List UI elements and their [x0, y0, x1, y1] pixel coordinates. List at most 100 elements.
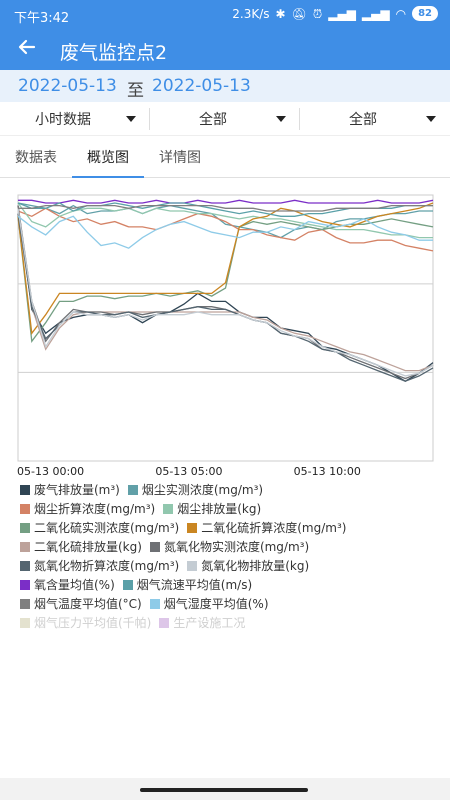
- legend-item[interactable]: 氧含量均值(%): [20, 576, 115, 593]
- series-line-2: [17, 207, 434, 252]
- legend-item[interactable]: 生产设施工况: [159, 614, 245, 631]
- series-line-12: [18, 204, 433, 212]
- legend-row: 二氧化硫排放量(kg) 氮氧化物实测浓度(mg/m³): [20, 537, 440, 556]
- chart-grid: [17, 194, 434, 462]
- tab-detail-chart[interactable]: 详情图: [159, 150, 201, 166]
- legend-item[interactable]: 二氧化硫排放量(kg): [20, 538, 142, 555]
- legend-label: 烟尘排放量(kg): [177, 502, 262, 516]
- legend-item[interactable]: 烟气湿度平均值(%): [149, 595, 269, 612]
- chart-frame: [17, 194, 434, 462]
- legend-item[interactable]: 烟气流速平均值(m/s): [122, 576, 253, 593]
- filter-data-type[interactable]: 小时数据: [0, 102, 150, 136]
- legend-label: 氮氧化物折算浓度(mg/m³): [34, 559, 180, 573]
- legend-item[interactable]: 烟气压力平均值(千帕): [20, 614, 151, 631]
- legend-swatch: [20, 541, 30, 552]
- legend-label: 烟尘折算浓度(mg/m³): [34, 502, 156, 516]
- legend-label: 烟尘实测浓度(mg/m³): [141, 483, 264, 497]
- legend-label: 烟气流速平均值(m/s): [136, 578, 253, 592]
- date-separator: 至: [127, 81, 144, 101]
- series-line-8: [17, 213, 434, 382]
- status-bar: 下午3:42 2.3K/s ✱ 🔕︎ ⏰︎ ▂▄▆ ▂▄▆ ◠ 82: [0, 0, 450, 30]
- legend-label: 二氧化硫排放量(kg): [34, 540, 142, 554]
- legend-swatch: [149, 598, 160, 609]
- legend-row: 废气排放量(m³) 烟尘实测浓度(mg/m³): [20, 480, 440, 499]
- line-chart[interactable]: 05-13 00:00 05-13 05:00 05-13 10:00: [0, 178, 450, 478]
- legend-label: 二氧化硫实测浓度(mg/m³): [34, 521, 180, 535]
- filter-divider: [149, 108, 150, 130]
- date-start[interactable]: 2022-05-13: [18, 76, 117, 96]
- app-bar: 废气监控点2: [0, 30, 450, 70]
- arrow-left-icon[interactable]: [16, 36, 44, 64]
- home-gesture-handle[interactable]: [140, 788, 308, 792]
- alarm-icon: ⏰︎: [312, 6, 323, 21]
- dropdown-caret-icon: [126, 116, 136, 122]
- battery-indicator: 82: [412, 6, 438, 21]
- filter-second[interactable]: 全部: [150, 102, 300, 136]
- series-line-9: [17, 208, 434, 377]
- legend-swatch: [20, 503, 30, 514]
- filter-data-type-label: 小时数据: [35, 112, 91, 128]
- series-line-5: [17, 202, 434, 335]
- wifi-icon: ◠: [395, 6, 407, 21]
- series-line-13: [17, 215, 433, 249]
- overview-chart[interactable]: 05-13 00:00 05-13 05:00 05-13 10:00: [0, 178, 450, 478]
- legend-swatch: [20, 484, 30, 495]
- status-time: 下午3:42: [14, 11, 70, 26]
- legend-label: 二氧化硫折算浓度(mg/m³): [201, 521, 347, 535]
- legend-item[interactable]: 废气排放量(m³): [20, 481, 120, 498]
- dropdown-caret-icon: [276, 116, 286, 122]
- legend-swatch: [187, 560, 198, 571]
- legend-label: 氮氧化物排放量(kg): [201, 559, 310, 573]
- tab-data-table[interactable]: 数据表: [15, 150, 57, 166]
- filter-bar: 小时数据 全部 全部: [0, 102, 450, 136]
- legend-item[interactable]: 氮氧化物排放量(kg): [187, 557, 309, 574]
- legend-swatch: [127, 484, 138, 495]
- back-arrow-svg: [18, 39, 36, 55]
- x-tick-label: 05-13 00:00: [17, 465, 84, 478]
- legend-swatch: [159, 617, 170, 628]
- legend-item[interactable]: 烟尘折算浓度(mg/m³): [20, 500, 155, 517]
- legend-item[interactable]: 烟气温度平均值(°C): [20, 595, 142, 612]
- filter-third[interactable]: 全部: [300, 102, 450, 136]
- legend-label: 氮氧化物实测浓度(mg/m³): [163, 540, 310, 554]
- legend-swatch: [20, 598, 30, 609]
- legend-swatch: [122, 579, 133, 590]
- legend-row: 烟气温度平均值(°C) 烟气湿度平均值(%): [20, 594, 440, 613]
- series-line-3: [17, 202, 433, 239]
- signal-icon-2: ▂▄▆: [361, 6, 390, 21]
- legend-row: 烟气压力平均值(千帕) 生产设施工况: [20, 613, 440, 632]
- legend-swatch: [20, 522, 30, 533]
- legend-row: 烟尘折算浓度(mg/m³) 烟尘排放量(kg): [20, 499, 440, 518]
- net-speed: 2.3K/s: [232, 6, 270, 21]
- status-icons: 2.3K/s ✱ 🔕︎ ⏰︎ ▂▄▆ ▂▄▆ ◠ 82: [232, 6, 438, 21]
- legend-item[interactable]: 烟尘排放量(kg): [163, 500, 261, 517]
- chart-legend: 废气排放量(m³) 烟尘实测浓度(mg/m³) 烟尘折算浓度(mg/m³) 烟尘排放量…: [20, 480, 440, 632]
- legend-label: 烟气压力平均值(千帕): [34, 616, 152, 630]
- chart-series: [17, 199, 434, 382]
- legend-row: 二氧化硫实测浓度(mg/m³) 二氧化硫折算浓度(mg/m³): [20, 518, 440, 537]
- legend-label: 废气排放量(m³): [34, 483, 120, 497]
- mute-icon: 🔕︎: [291, 6, 307, 21]
- filter-divider: [299, 108, 300, 130]
- legend-item[interactable]: 二氧化硫折算浓度(mg/m³): [187, 519, 346, 536]
- legend-swatch: [20, 617, 30, 628]
- legend-item[interactable]: 烟尘实测浓度(mg/m³): [127, 481, 264, 498]
- system-nav-bar: [0, 778, 450, 800]
- x-tick-label: 05-13 10:00: [294, 465, 361, 478]
- legend-item[interactable]: 氮氧化物折算浓度(mg/m³): [20, 557, 179, 574]
- page-title: 废气监控点2: [60, 42, 168, 64]
- date-range[interactable]: 2022-05-13 至 2022-05-13: [0, 70, 450, 102]
- legend-label: 氧含量均值(%): [34, 578, 115, 592]
- legend-label: 烟气温度平均值(°C): [34, 597, 142, 611]
- legend-swatch: [163, 503, 174, 514]
- legend-item[interactable]: 二氧化硫实测浓度(mg/m³): [20, 519, 179, 536]
- date-end[interactable]: 2022-05-13: [152, 76, 251, 96]
- legend-label: 烟气湿度平均值(%): [163, 597, 269, 611]
- legend-label: 生产设施工况: [173, 616, 246, 630]
- signal-icon: ▂▄▆: [328, 6, 356, 21]
- tab-overview-chart[interactable]: 概览图: [72, 138, 144, 178]
- bluetooth-icon: ✱: [275, 6, 286, 21]
- legend-item[interactable]: 氮氧化物实测浓度(mg/m³): [149, 538, 310, 555]
- series-line-4: [17, 216, 434, 344]
- tab-bar: 数据表 概览图 详情图: [0, 138, 450, 178]
